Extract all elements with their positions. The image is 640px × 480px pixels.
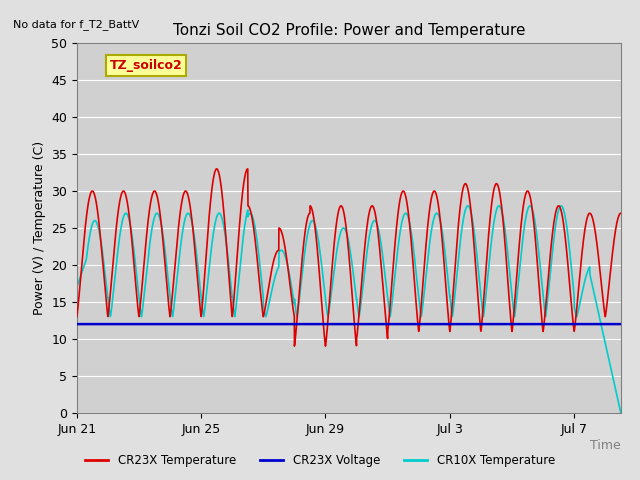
Legend: CR23X Temperature, CR23X Voltage, CR10X Temperature: CR23X Temperature, CR23X Voltage, CR10X …	[80, 449, 560, 472]
Y-axis label: Power (V) / Temperature (C): Power (V) / Temperature (C)	[33, 141, 45, 315]
Text: Time: Time	[590, 439, 621, 452]
Title: Tonzi Soil CO2 Profile: Power and Temperature: Tonzi Soil CO2 Profile: Power and Temper…	[173, 23, 525, 38]
Text: TZ_soilco2: TZ_soilco2	[109, 59, 182, 72]
Text: No data for f_T2_BattV: No data for f_T2_BattV	[13, 19, 139, 30]
